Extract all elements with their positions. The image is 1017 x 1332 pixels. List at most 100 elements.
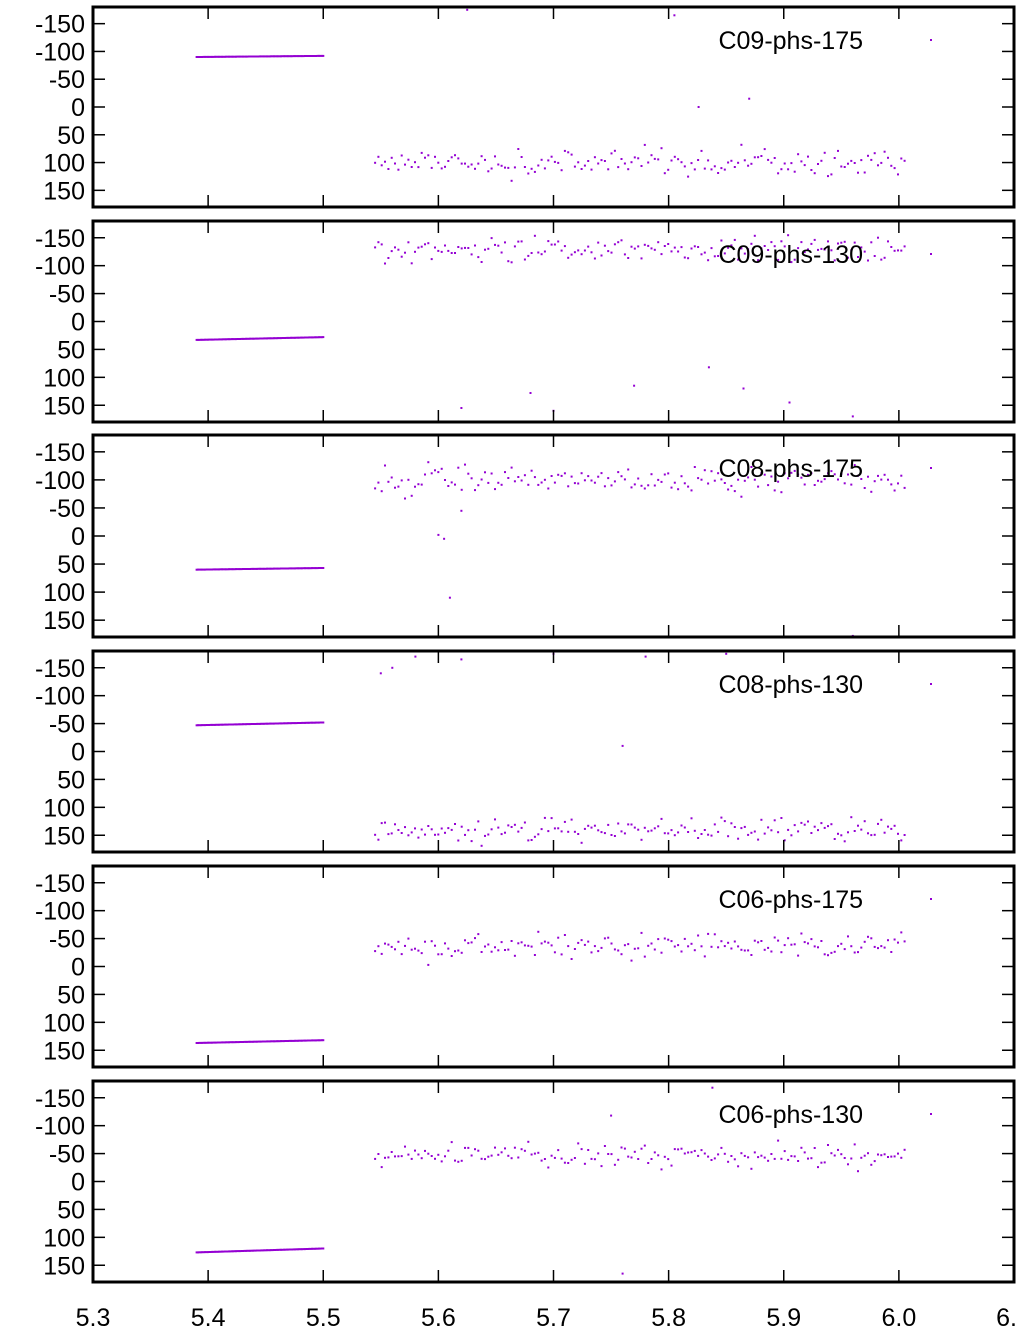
- data-point: [670, 250, 673, 253]
- data-point: [237, 1250, 240, 1253]
- data-point: [813, 1147, 816, 1149]
- data-point: [843, 1157, 846, 1159]
- data-point: [783, 944, 786, 947]
- data-point: [240, 1250, 243, 1252]
- data-point: [266, 1249, 268, 1252]
- data-point: [497, 1153, 500, 1156]
- data-point: [208, 724, 211, 726]
- data-point: [319, 1247, 322, 1250]
- data-point: [457, 466, 460, 469]
- data-point: [374, 950, 377, 953]
- data-point: [870, 241, 873, 244]
- data-point: [529, 392, 532, 394]
- data-point: [306, 567, 309, 570]
- data-point: [760, 155, 763, 157]
- data-point: [803, 164, 806, 167]
- data-point: [294, 1039, 297, 1042]
- data-point: [249, 723, 252, 726]
- data-point: [727, 488, 730, 491]
- data-point: [281, 567, 284, 570]
- data-point: [623, 832, 626, 835]
- data-point: [202, 55, 205, 58]
- data-point: [296, 567, 299, 570]
- data-point: [474, 244, 476, 247]
- data-point: [289, 55, 292, 58]
- data-point: [750, 954, 753, 956]
- data-point: [867, 259, 869, 262]
- data-point: [713, 165, 716, 168]
- data-point: [617, 949, 620, 952]
- data-point: [733, 490, 736, 493]
- data-point: [199, 56, 202, 58]
- data-point: [567, 830, 570, 833]
- data-point: [657, 158, 660, 161]
- data-point: [400, 154, 403, 157]
- y-tick-label: 0: [71, 1169, 85, 1197]
- data-point: [740, 247, 743, 250]
- data-point: [201, 724, 204, 727]
- data-point: [540, 942, 543, 945]
- data-point: [427, 963, 430, 966]
- data-point: [780, 491, 783, 494]
- data-point: [454, 252, 456, 254]
- data-point: [690, 247, 693, 250]
- data-point: [374, 833, 377, 836]
- data-point: [593, 481, 596, 484]
- data-point: [733, 166, 736, 168]
- data-point: [377, 241, 380, 244]
- data-point: [707, 1155, 710, 1158]
- data-point: [560, 249, 563, 252]
- data-point: [301, 721, 304, 724]
- data-point: [603, 937, 606, 940]
- data-point: [660, 817, 663, 820]
- data-point: [593, 156, 596, 159]
- data-point: [237, 723, 240, 726]
- data-point: [213, 723, 216, 726]
- data-point: [713, 479, 716, 482]
- data-point: [258, 337, 261, 340]
- data-point: [260, 722, 263, 725]
- data-point: [420, 828, 423, 831]
- data-point: [454, 154, 456, 157]
- data-point: [887, 825, 889, 828]
- data-point: [530, 839, 533, 841]
- data-point: [319, 567, 322, 569]
- data-point: [742, 387, 745, 390]
- data-point: [893, 1155, 896, 1158]
- data-point: [315, 567, 318, 570]
- data-point: [693, 949, 696, 952]
- data-point: [610, 484, 613, 487]
- data-point: [747, 476, 750, 479]
- data-point: [460, 509, 463, 512]
- data-point: [308, 336, 311, 339]
- data-point: [225, 1041, 228, 1044]
- data-point: [693, 829, 696, 832]
- data-point: [553, 481, 556, 484]
- data-point: [273, 567, 275, 570]
- data-point: [391, 666, 394, 669]
- data-point: [607, 936, 610, 939]
- data-point: [700, 945, 703, 948]
- data-point: [653, 948, 656, 951]
- data-point: [803, 941, 806, 944]
- data-point: [220, 1041, 223, 1044]
- data-point: [244, 55, 247, 58]
- data-point: [583, 827, 586, 830]
- data-point: [880, 945, 883, 948]
- data-point: [507, 948, 510, 951]
- data-point: [222, 1041, 225, 1044]
- data-point: [226, 338, 229, 341]
- data-point: [700, 833, 703, 835]
- data-point: [216, 55, 219, 58]
- data-point: [617, 1158, 620, 1161]
- data-point: [573, 830, 576, 833]
- data-point: [474, 167, 476, 170]
- data-point: [643, 243, 646, 246]
- y-tick-label: -50: [49, 711, 85, 739]
- data-point: [850, 249, 853, 252]
- data-point: [271, 567, 274, 570]
- data-point: [226, 1250, 229, 1253]
- data-point: [230, 1041, 233, 1044]
- data-point: [717, 472, 720, 475]
- data-point: [803, 1151, 806, 1154]
